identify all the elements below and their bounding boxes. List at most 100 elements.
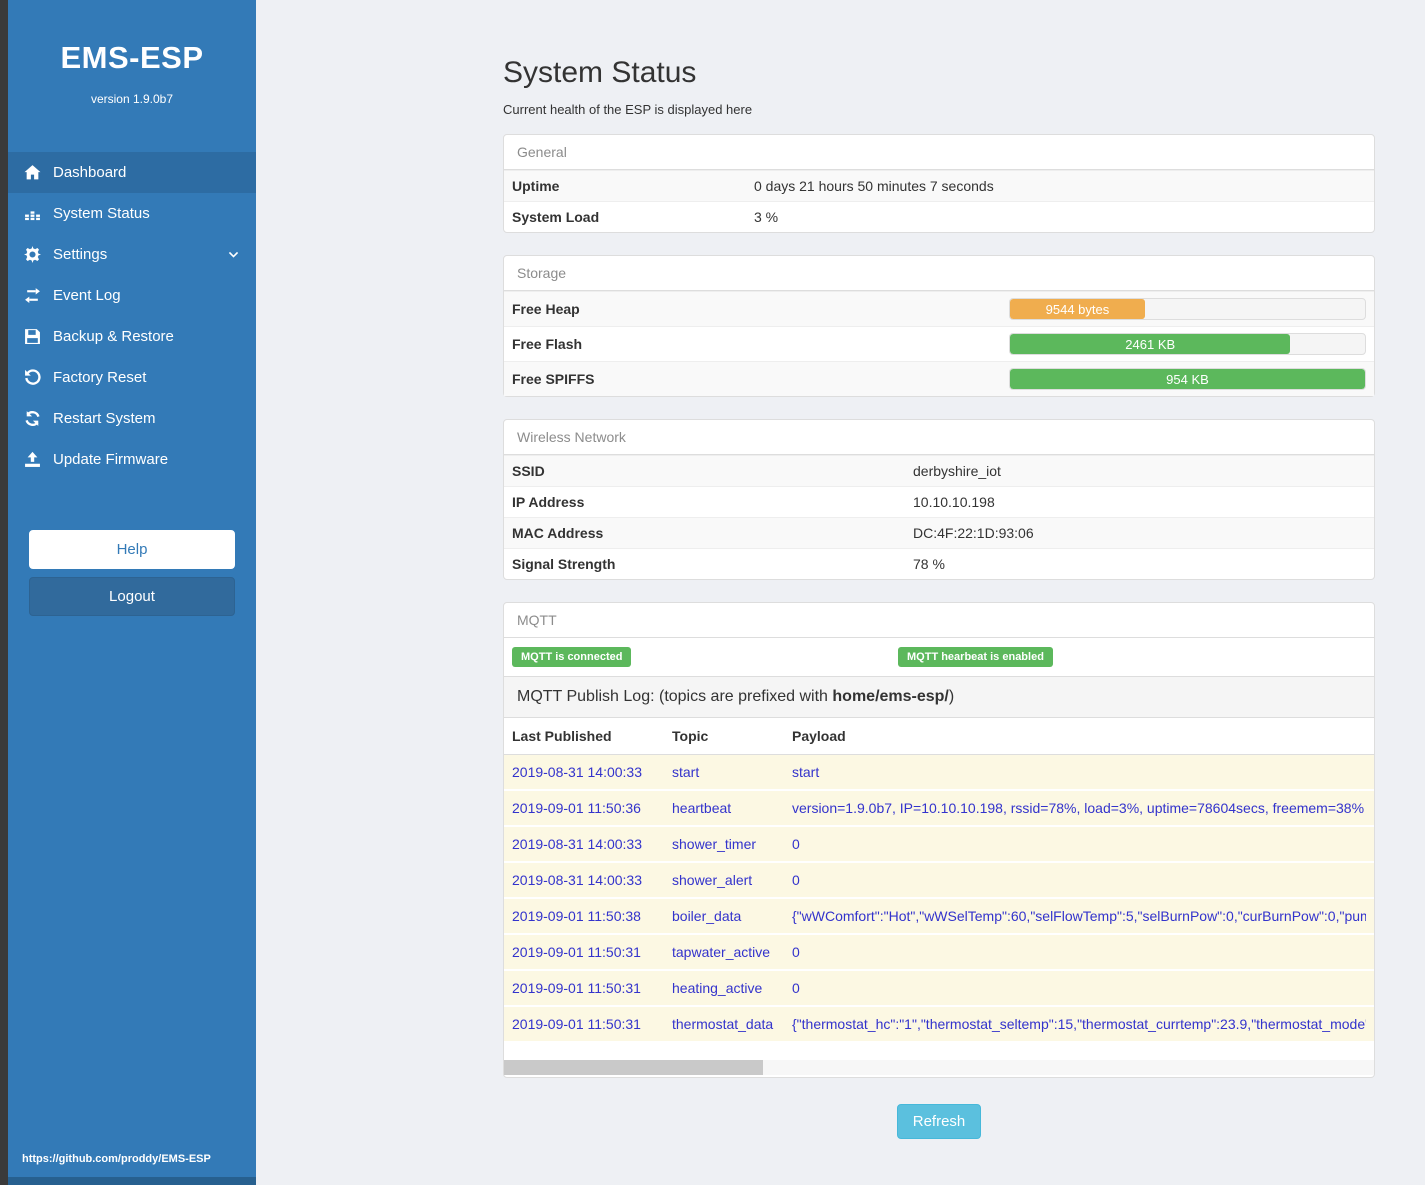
scrollbar-thumb[interactable]	[504, 1060, 763, 1075]
refresh-button[interactable]: Refresh	[896, 1104, 982, 1139]
signal-strength-label: Signal Strength	[512, 556, 616, 572]
free-spiffs-value: 954 KB	[1166, 371, 1209, 387]
sidebar-item-label: Backup & Restore	[53, 328, 174, 345]
mac-address-label: MAC Address	[512, 525, 604, 541]
mqtt-panel: MQTT MQTT is connected MQTT hearbeat is …	[503, 602, 1375, 1078]
wireless-panel-heading: Wireless Network	[504, 420, 1374, 455]
app-version: version 1.9.0b7	[90, 92, 174, 106]
chevron-down-icon	[227, 248, 240, 261]
column-topic: Topic	[672, 728, 709, 744]
system-load-value: 3 %	[754, 209, 779, 225]
topic-cell: shower_alert	[672, 872, 753, 888]
sidebar-item-backup-restore[interactable]: Backup & Restore	[8, 316, 256, 357]
help-button[interactable]: Help	[29, 530, 235, 569]
free-heap-label: Free Heap	[512, 301, 580, 317]
sidebar-item-label: Restart System	[53, 410, 156, 427]
log-spacer	[504, 1043, 1374, 1060]
last-published-cell: 2019-09-01 11:50:36	[512, 800, 641, 816]
general-panel-heading: General	[504, 135, 1374, 170]
signal-strength-value: 78 %	[913, 556, 945, 572]
payload-cell: start	[792, 764, 820, 780]
last-published-cell: 2019-08-31 14:00:33	[512, 872, 642, 888]
free-heap-value: 9544 bytes	[1045, 301, 1110, 317]
topic-cell: heartbeat	[672, 800, 732, 816]
left-edge-strip	[0, 0, 8, 1185]
payload-cell: version=1.9.0b7, IP=10.10.10.198, rssid=…	[792, 800, 1365, 816]
page-title: System Status	[503, 56, 697, 89]
topic-cell: shower_timer	[672, 836, 757, 852]
ssid-label: SSID	[512, 463, 545, 479]
exchange-icon	[22, 287, 42, 304]
topic-cell: boiler_data	[672, 908, 742, 924]
ip-address-value: 10.10.10.198	[913, 494, 995, 510]
free-flash-value: 2461 KB	[1125, 336, 1176, 352]
topic-cell: heating_active	[672, 980, 763, 996]
mqtt-log-rows: 2019-08-31 14:00:33 start start 2019-09-…	[504, 755, 1374, 1043]
home-icon	[22, 164, 42, 181]
sidebar-item-label: Update Firmware	[53, 451, 169, 468]
mqtt-log-header: Last Published Topic Payload	[504, 718, 1374, 755]
free-flash-label: Free Flash	[512, 336, 583, 352]
payload-cell: 0	[792, 980, 800, 996]
payload-cell: 0	[792, 872, 800, 888]
column-payload: Payload	[792, 728, 846, 744]
mqtt-status-row: MQTT is connected MQTT hearbeat is enabl…	[504, 638, 1374, 676]
free-flash-progress: 2461 KB	[1009, 333, 1366, 355]
payload-cell: {"wWComfort":"Hot","wWSelTemp":60,"selFl…	[792, 908, 1366, 924]
undo-icon	[22, 369, 42, 386]
sidebar-item-restart-system[interactable]: Restart System	[8, 398, 256, 439]
system-load-row: System Load 3 %	[504, 201, 1374, 232]
mqtt-publish-log-banner: MQTT Publish Log: (topics are prefixed w…	[504, 676, 1374, 718]
gear-icon	[22, 246, 42, 263]
free-heap-progress: 9544 bytes	[1009, 298, 1366, 320]
horizontal-scrollbar[interactable]	[504, 1060, 1374, 1075]
storage-panel-heading: Storage	[504, 256, 1374, 291]
system-load-label: System Load	[512, 209, 600, 225]
free-heap-row: Free Heap 9544 bytes	[504, 291, 1374, 326]
banner-topic-prefix: home/ems-esp/	[832, 688, 949, 705]
banner-suffix: )	[948, 688, 955, 705]
free-flash-progress-fill: 2461 KB	[1010, 334, 1291, 354]
table-row: 2019-08-31 14:00:33 shower_alert 0	[504, 863, 1374, 899]
logout-button[interactable]: Logout	[29, 577, 235, 616]
sidebar-item-label: Dashboard	[53, 164, 127, 181]
refresh-icon	[22, 410, 42, 427]
sidebar-item-factory-reset[interactable]: Factory Reset	[8, 357, 256, 398]
banner-prefix: MQTT Publish Log: (topics are prefixed w…	[517, 688, 833, 705]
sidebar-header: EMS-ESP version 1.9.0b7	[8, 0, 256, 106]
table-row: 2019-09-01 11:50:31 heating_active 0	[504, 971, 1374, 1007]
free-spiffs-label: Free SPIFFS	[512, 371, 595, 387]
signal-strength-row: Signal Strength 78 %	[504, 548, 1374, 579]
last-published-cell: 2019-09-01 11:50:31	[512, 980, 641, 996]
table-row: 2019-09-01 11:50:36 heartbeat version=1.…	[504, 791, 1374, 827]
sidebar-nav: Dashboard System Status Settings Event L…	[8, 152, 256, 480]
table-row: 2019-09-01 11:50:38 boiler_data {"wWComf…	[504, 899, 1374, 935]
ssid-value: derbyshire_iot	[913, 463, 1001, 479]
main-content: System Status Current health of the ESP …	[256, 0, 1425, 1185]
uptime-value: 0 days 21 hours 50 minutes 7 seconds	[754, 178, 994, 194]
mqtt-heartbeat-badge: MQTT hearbeat is enabled	[898, 647, 1053, 667]
uptime-row: Uptime 0 days 21 hours 50 minutes 7 seco…	[504, 170, 1374, 201]
last-published-cell: 2019-09-01 11:50:38	[512, 908, 641, 924]
storage-panel: Storage Free Heap 9544 bytes Free Flash	[503, 255, 1375, 397]
table-row: 2019-08-31 14:00:33 start start	[504, 755, 1374, 791]
sidebar-item-settings[interactable]: Settings	[8, 234, 256, 275]
table-row: 2019-09-01 11:50:31 tapwater_active 0	[504, 935, 1374, 971]
sidebar-item-update-firmware[interactable]: Update Firmware	[8, 439, 256, 480]
sidebar-item-dashboard[interactable]: Dashboard	[8, 152, 256, 193]
sidebar-item-event-log[interactable]: Event Log	[8, 275, 256, 316]
sidebar-footer: https://github.com/proddy/EMS-ESP	[8, 1153, 256, 1185]
page-subtitle: Current health of the ESP is displayed h…	[503, 102, 753, 117]
topic-cell: tapwater_active	[672, 944, 771, 960]
sidebar-footer-strip	[8, 1177, 256, 1185]
wireless-panel: Wireless Network SSID derbyshire_iot IP …	[503, 419, 1375, 580]
free-spiffs-row: Free SPIFFS 954 KB	[504, 361, 1374, 396]
table-row: 2019-08-31 14:00:33 shower_timer 0	[504, 827, 1374, 863]
topic-cell: thermostat_data	[672, 1016, 774, 1032]
topic-cell: start	[672, 764, 700, 780]
payload-cell: {"thermostat_hc":"1","thermostat_seltemp…	[792, 1016, 1366, 1032]
sidebar-item-system-status[interactable]: System Status	[8, 193, 256, 234]
sidebar-item-label: System Status	[53, 205, 150, 222]
payload-cell: 0	[792, 836, 800, 852]
github-link[interactable]: https://github.com/proddy/EMS-ESP	[22, 1153, 211, 1165]
